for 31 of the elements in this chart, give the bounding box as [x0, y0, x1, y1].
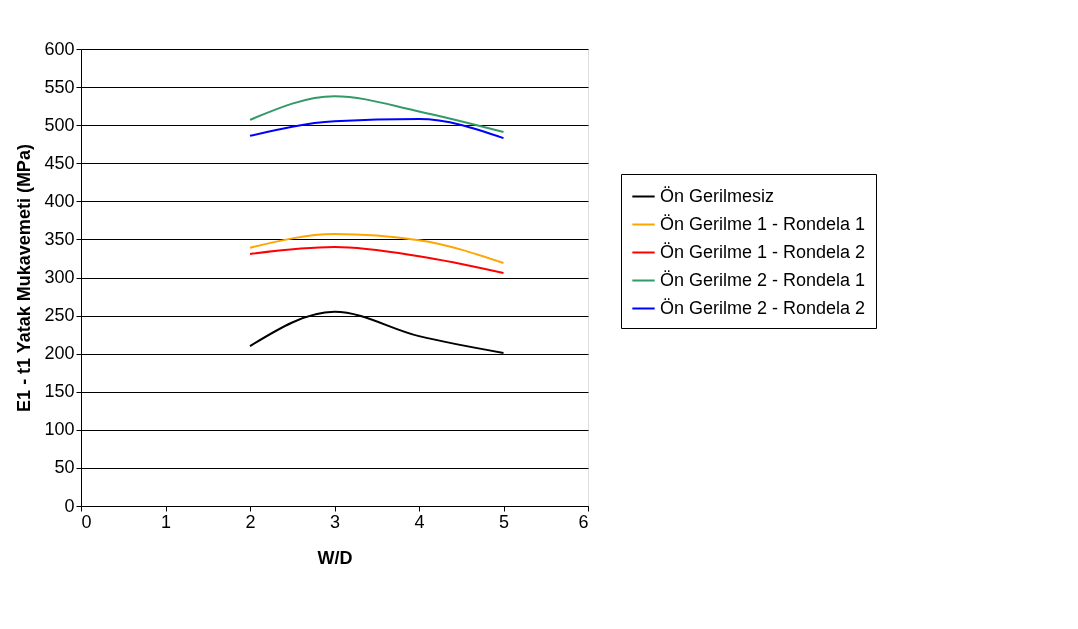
line-series	[249, 233, 505, 265]
x-tick-label: 0	[81, 511, 92, 532]
x-tick-label: 1	[160, 511, 172, 532]
y-tick-label: 400	[44, 190, 75, 211]
y-tick-label: 100	[44, 419, 75, 440]
x-tick-label: 2	[245, 511, 256, 532]
legend-label: Ön Gerilmesiz	[660, 185, 775, 206]
y-tick-label: 450	[44, 152, 75, 173]
y-tick-label: 150	[44, 381, 75, 402]
x-tick-label: 5	[498, 511, 510, 532]
y-axis-title: E1 - t1 Yatak Mukavemeti (MPa)	[14, 144, 35, 412]
legend-label: Ön Gerilme 1 - Rondela 1	[660, 213, 866, 234]
y-tick-label: 500	[44, 114, 75, 135]
x-tick-label: 4	[414, 511, 425, 532]
line-series	[249, 246, 505, 274]
x-tick-label: 3	[329, 511, 341, 532]
y-tick-label: 300	[44, 267, 75, 287]
y-tick-label: 350	[44, 228, 75, 249]
y-tick-label: 250	[44, 305, 75, 326]
legend-label: Ön Gerilme 2 - Rondela 2	[660, 297, 866, 318]
y-tick-label: 0	[64, 495, 75, 516]
legend-label: Ön Gerilme 1 - Rondela 2	[660, 241, 866, 262]
y-tick-label: 550	[44, 76, 75, 97]
y-tick-label: 600	[44, 38, 75, 59]
x-tick-label: 6	[578, 511, 589, 532]
legend-label: Ön Gerilme 2 - Rondela 1	[660, 269, 866, 290]
line-series	[249, 118, 505, 140]
line-series	[249, 95, 505, 134]
y-tick-label: 50	[54, 457, 75, 478]
x-axis-title: W/D	[317, 547, 353, 568]
y-tick-label: 200	[44, 343, 75, 364]
